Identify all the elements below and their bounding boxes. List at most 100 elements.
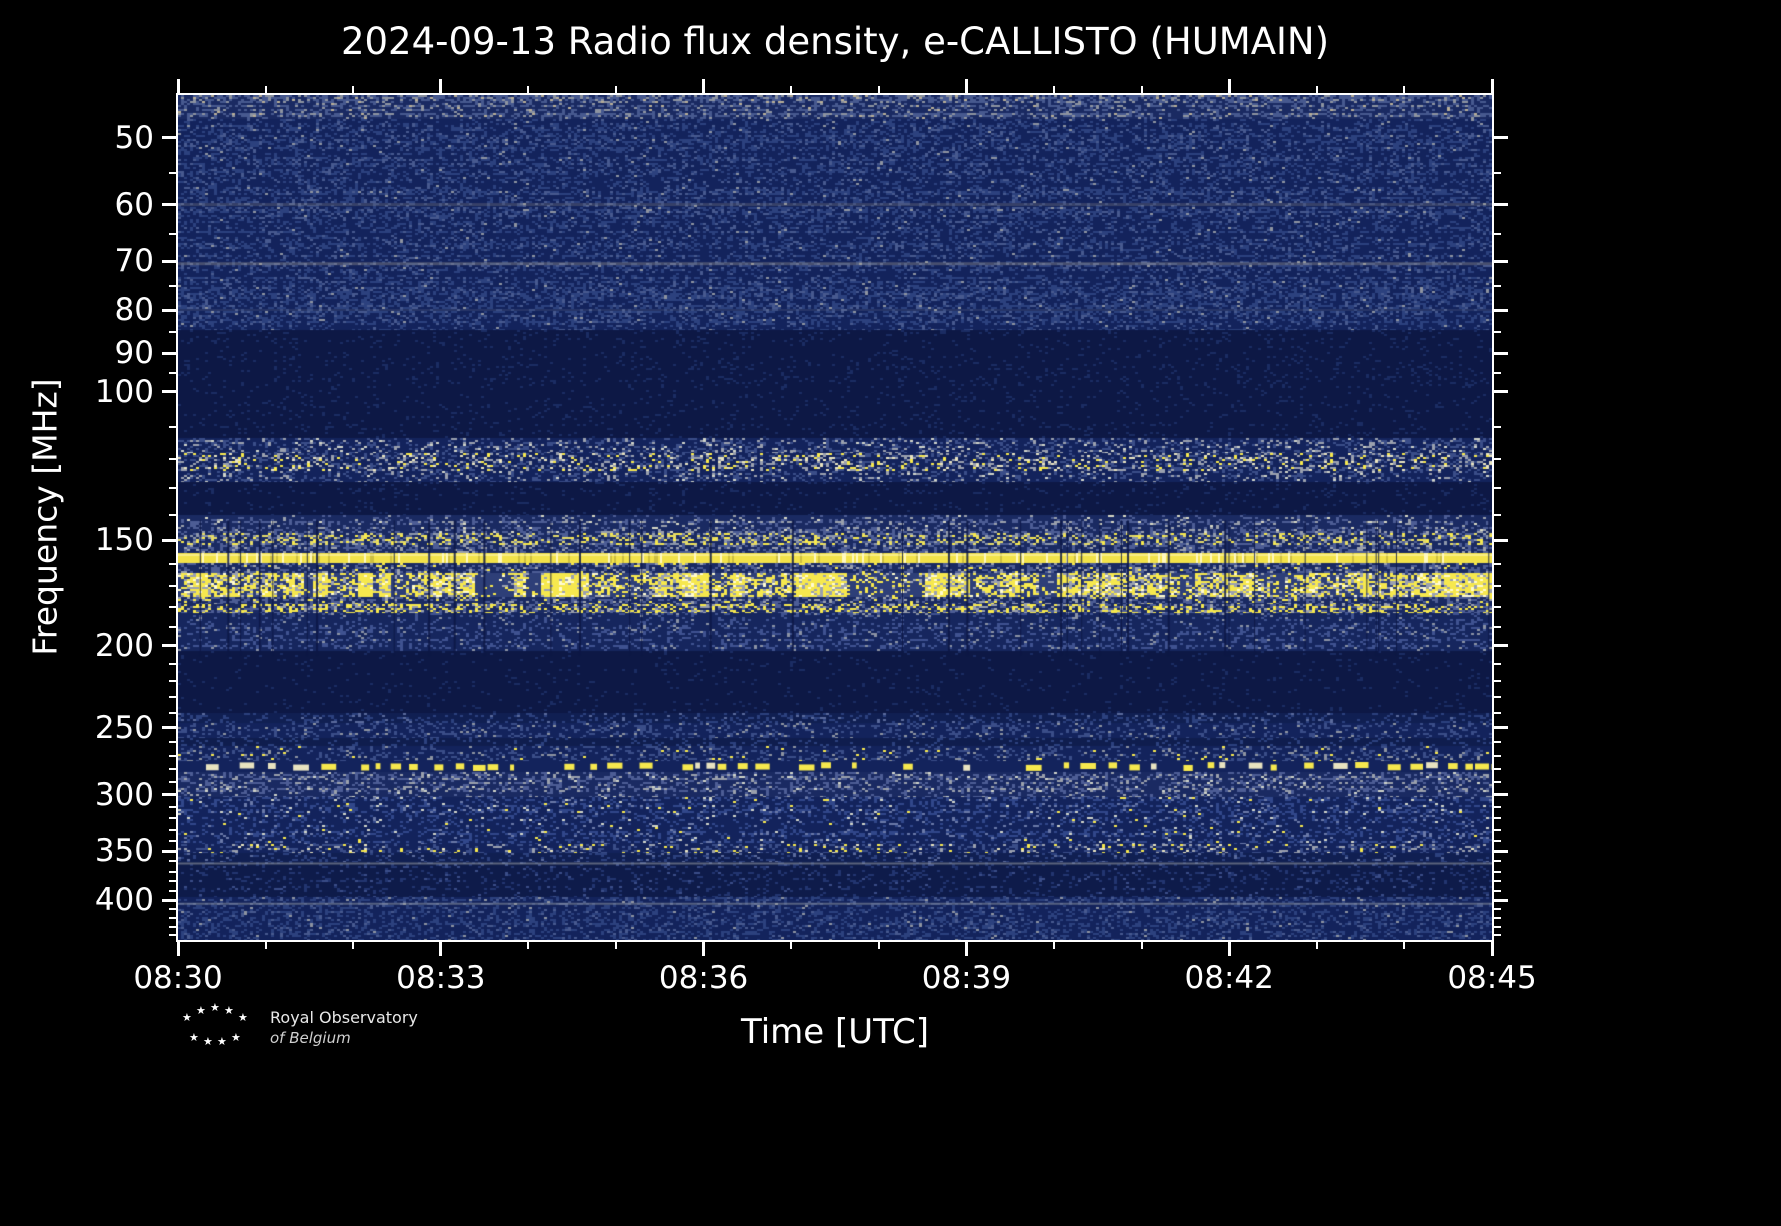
y-minor-tick-right xyxy=(1494,171,1501,174)
x-major-tick xyxy=(1490,942,1494,956)
y-minor-tick xyxy=(169,805,176,808)
x-tick-label: 08:36 xyxy=(658,960,749,996)
x-minor-tick-top xyxy=(615,86,617,93)
x-minor-tick-top xyxy=(527,86,530,93)
y-minor-tick xyxy=(169,880,176,883)
x-major-tick-top xyxy=(1227,79,1231,93)
star-icon: ★ xyxy=(189,1031,199,1044)
y-minor-tick xyxy=(169,754,176,757)
rob-logo: ★ ★ ★ ★ ★ ★ ★ ★ ★ Royal Observatory of Belgium xyxy=(182,1002,418,1054)
y-minor-tick-right xyxy=(1494,606,1501,609)
y-minor-tick-right xyxy=(1494,768,1501,771)
y-minor-tick xyxy=(169,711,176,714)
y-major-tick xyxy=(162,538,176,542)
y-major-tick-right xyxy=(1494,644,1508,648)
y-minor-tick xyxy=(169,781,176,784)
x-tick-label: 08:42 xyxy=(1184,960,1274,996)
y-minor-tick-right xyxy=(1494,626,1501,629)
chart-title: 2024-09-13 Radio flux density, e-CALLIST… xyxy=(340,20,1330,63)
x-minor-tick xyxy=(1315,942,1318,949)
y-major-tick xyxy=(162,849,176,853)
y-minor-tick xyxy=(169,585,176,588)
star-icon: ★ xyxy=(203,1035,213,1048)
y-tick-label: 80 xyxy=(114,292,154,329)
y-major-tick-right xyxy=(1494,849,1508,853)
star-icon: ★ xyxy=(238,1011,248,1024)
star-icon: ★ xyxy=(182,1011,192,1024)
y-minor-tick xyxy=(169,916,176,919)
x-minor-tick-top xyxy=(1315,86,1318,93)
y-minor-tick xyxy=(169,331,176,334)
y-minor-tick xyxy=(169,839,176,842)
y-tick-label: 70 xyxy=(114,243,154,280)
y-minor-tick-right xyxy=(1494,457,1501,460)
y-major-tick xyxy=(162,390,176,394)
y-minor-tick xyxy=(169,457,176,460)
y-minor-tick xyxy=(169,425,176,428)
x-major-tick xyxy=(702,942,706,956)
y-major-tick xyxy=(162,259,176,263)
rob-logo-stars-icon: ★ ★ ★ ★ ★ ★ ★ ★ ★ xyxy=(182,1002,254,1054)
y-tick-label: 300 xyxy=(94,776,154,813)
x-minor-tick-top xyxy=(1140,86,1143,93)
y-major-tick-right xyxy=(1494,898,1508,902)
y-major-tick xyxy=(162,351,176,355)
y-minor-tick-right xyxy=(1494,662,1501,665)
x-major-tick-top xyxy=(1490,79,1494,93)
y-minor-tick-right xyxy=(1494,372,1501,375)
rob-logo-line2: of Belgium xyxy=(270,1029,351,1047)
y-minor-tick xyxy=(169,563,176,566)
y-minor-tick-right xyxy=(1494,711,1501,714)
y-minor-tick-right xyxy=(1494,916,1501,919)
x-major-tick xyxy=(964,942,968,956)
x-major-tick-top xyxy=(964,79,968,93)
star-icon: ★ xyxy=(210,1001,220,1014)
y-minor-tick-right xyxy=(1494,754,1501,757)
y-minor-tick xyxy=(169,741,176,744)
y-minor-tick-right xyxy=(1494,889,1501,892)
x-tick-label: 08:45 xyxy=(1447,960,1537,996)
y-minor-tick-right xyxy=(1494,514,1501,517)
y-minor-tick-right xyxy=(1494,563,1501,566)
y-minor-tick-right xyxy=(1494,585,1501,588)
y-major-tick-right xyxy=(1494,793,1508,797)
y-minor-tick xyxy=(169,696,176,699)
spectrogram-canvas xyxy=(178,95,1492,940)
y-minor-tick xyxy=(169,934,176,937)
x-minor-tick xyxy=(1403,942,1406,949)
y-minor-tick xyxy=(169,860,176,863)
y-minor-tick xyxy=(169,372,176,375)
y-major-tick xyxy=(162,793,176,797)
y-minor-tick-right xyxy=(1494,908,1501,911)
y-minor-tick xyxy=(169,828,176,831)
x-minor-tick-top xyxy=(352,86,355,93)
x-major-tick-top xyxy=(702,79,706,93)
x-minor-tick xyxy=(264,942,267,949)
star-icon: ★ xyxy=(231,1031,241,1044)
y-minor-tick xyxy=(169,889,176,892)
y-minor-tick xyxy=(169,679,176,682)
x-minor-tick-top xyxy=(790,86,793,93)
y-major-tick xyxy=(162,898,176,902)
y-major-tick-right xyxy=(1494,390,1508,394)
y-tick-label: 100 xyxy=(94,373,154,410)
y-tick-label: 60 xyxy=(114,186,154,223)
y-minor-tick-right xyxy=(1494,331,1501,334)
y-minor-tick xyxy=(169,626,176,629)
y-minor-tick-right xyxy=(1494,817,1501,820)
y-minor-tick-right xyxy=(1494,934,1501,937)
rob-logo-text: Royal Observatory of Belgium xyxy=(270,1008,418,1048)
y-minor-tick xyxy=(169,514,176,517)
y-major-tick-right xyxy=(1494,203,1508,207)
y-tick-label: 50 xyxy=(114,119,154,156)
y-tick-label: 400 xyxy=(94,882,154,919)
y-tick-label: 350 xyxy=(94,833,154,870)
y-axis-label: Frequency [MHz] xyxy=(25,378,65,656)
x-major-tick-top xyxy=(439,79,443,93)
y-major-tick xyxy=(162,308,176,312)
y-minor-tick-right xyxy=(1494,880,1501,883)
x-major-tick-top xyxy=(176,79,180,93)
x-minor-tick-top xyxy=(1053,86,1055,93)
star-icon: ★ xyxy=(217,1035,227,1048)
x-minor-tick xyxy=(877,942,880,949)
